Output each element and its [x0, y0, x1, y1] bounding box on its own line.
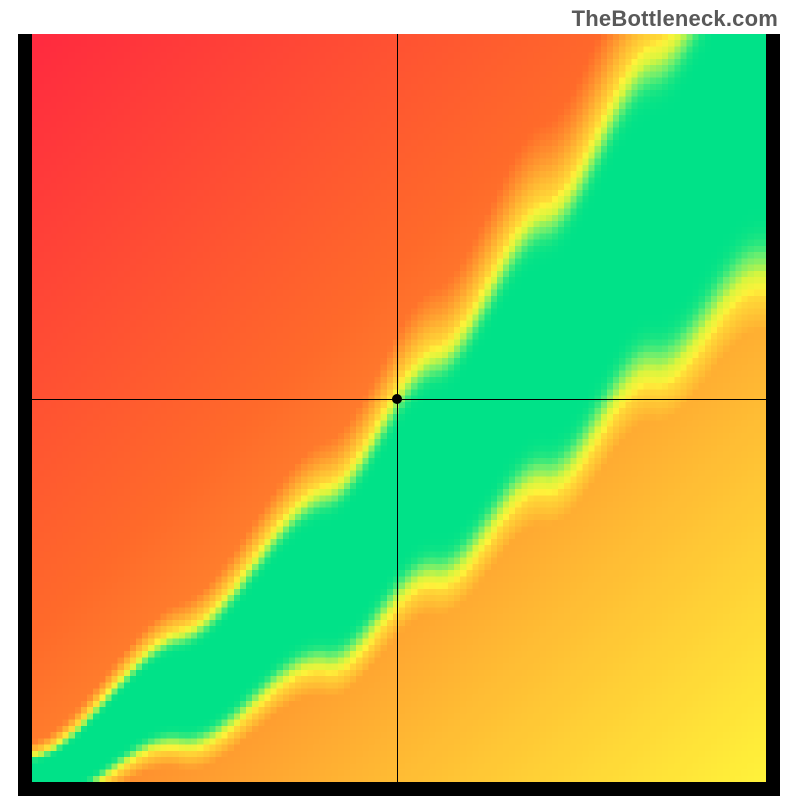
crosshair-vertical [397, 34, 398, 782]
chart-container: TheBottleneck.com [0, 0, 800, 800]
heatmap-canvas [32, 34, 766, 782]
plot-frame [18, 34, 780, 796]
watermark-text: TheBottleneck.com [572, 6, 778, 32]
crosshair-marker-dot [392, 394, 402, 404]
plot-inner [32, 34, 766, 782]
